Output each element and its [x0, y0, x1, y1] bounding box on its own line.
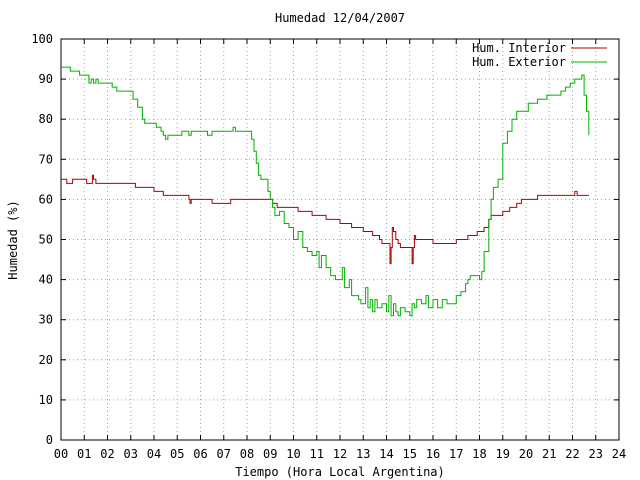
y-tick-label: 40 — [39, 273, 53, 287]
x-tick-label: 15 — [403, 447, 417, 461]
x-tick-label: 11 — [310, 447, 324, 461]
x-tick-label: 05 — [170, 447, 184, 461]
x-tick-label: 04 — [147, 447, 161, 461]
x-axis-tick-labels: 00 01 02 03 04 05 06 07 08 09 10 11 12 13 14 15 16 17 18 19… — [54, 447, 626, 461]
legend-label-interior: Hum. Interior — [472, 41, 566, 55]
axis-ticks — [60, 38, 620, 441]
x-tick-label: 12 — [333, 447, 347, 461]
x-tick-label: 13 — [356, 447, 370, 461]
x-tick-label: 08 — [240, 447, 254, 461]
y-tick-label: 30 — [39, 313, 53, 327]
x-tick-label: 00 — [54, 447, 68, 461]
y-tick-label: 20 — [39, 353, 53, 367]
x-tick-label: 14 — [379, 447, 393, 461]
series-lines — [61, 66, 590, 317]
x-tick-label: 02 — [100, 447, 114, 461]
x-tick-label: 07 — [217, 447, 231, 461]
legend: Hum. Interior Hum. Exterior — [472, 41, 607, 69]
chart-title: Humedad 12/04/2007 — [275, 11, 405, 25]
y-tick-label: 100 — [31, 32, 53, 46]
x-tick-label: 06 — [193, 447, 207, 461]
x-axis-label: Tiempo (Hora Local Argentina) — [235, 465, 445, 479]
x-tick-label: 24 — [612, 447, 626, 461]
y-tick-label: 90 — [39, 72, 53, 86]
x-tick-label: 21 — [542, 447, 556, 461]
y-axis-label: Humedad (%) — [6, 200, 20, 279]
x-tick-label: 03 — [124, 447, 138, 461]
y-tick-label: 10 — [39, 393, 53, 407]
y-tick-label: 80 — [39, 112, 53, 126]
y-tick-label: 50 — [39, 233, 53, 247]
x-tick-label: 17 — [449, 447, 463, 461]
x-tick-label: 10 — [286, 447, 300, 461]
x-tick-label: 01 — [77, 447, 91, 461]
series-line-exterior — [61, 66, 590, 317]
legend-label-exterior: Hum. Exterior — [472, 55, 566, 69]
x-tick-label: 18 — [472, 447, 486, 461]
x-tick-label: 16 — [426, 447, 440, 461]
x-tick-label: 22 — [565, 447, 579, 461]
x-tick-label: 19 — [496, 447, 510, 461]
x-tick-label: 23 — [589, 447, 603, 461]
y-tick-label: 0 — [46, 433, 53, 447]
x-tick-label: 20 — [519, 447, 533, 461]
x-tick-label: 09 — [263, 447, 277, 461]
y-axis-tick-labels: 0 10 20 30 40 50 60 70 80 90 100 — [31, 32, 53, 447]
y-tick-label: 60 — [39, 192, 53, 206]
y-tick-label: 70 — [39, 152, 53, 166]
series-line-interior — [61, 174, 589, 265]
